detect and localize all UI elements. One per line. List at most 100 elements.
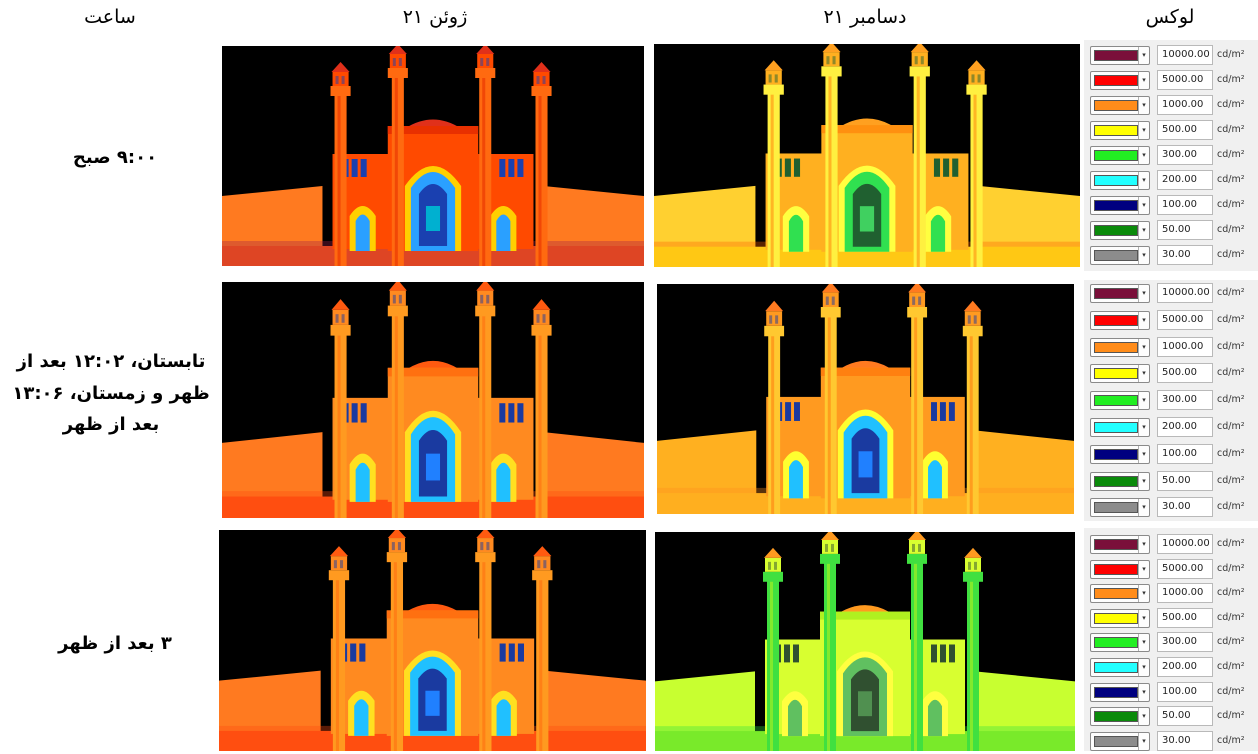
luminance-value-input[interactable]: 300.00	[1157, 390, 1213, 410]
render-december-9am	[654, 44, 1080, 267]
luminance-value-input[interactable]: 5000.00	[1157, 310, 1213, 330]
luminance-value-input[interactable]: 10000.00	[1157, 45, 1213, 65]
luminance-value-input[interactable]: 30.00	[1157, 497, 1213, 517]
color-picker-dropdown[interactable]: ▾	[1090, 683, 1150, 702]
luminance-value-input[interactable]: 300.00	[1157, 632, 1213, 652]
legend-row: ▾ 5000.00 cd/m²	[1084, 69, 1258, 93]
dropdown-arrow-icon[interactable]: ▾	[1138, 392, 1149, 409]
luminance-value-input[interactable]: 10000.00	[1157, 283, 1213, 303]
color-swatch	[1094, 200, 1138, 211]
legend-row: ▾ 30.00 cd/m²	[1084, 496, 1258, 520]
color-picker-dropdown[interactable]: ▾	[1090, 364, 1150, 383]
dropdown-arrow-icon[interactable]: ▾	[1138, 561, 1149, 578]
dropdown-arrow-icon[interactable]: ▾	[1138, 419, 1149, 436]
legend-row: ▾ 200.00 cd/m²	[1084, 656, 1258, 680]
color-picker-dropdown[interactable]: ▾	[1090, 535, 1150, 554]
luminance-value-input[interactable]: 10000.00	[1157, 534, 1213, 554]
dropdown-arrow-icon[interactable]: ▾	[1138, 610, 1149, 627]
color-swatch	[1094, 250, 1138, 261]
color-picker-dropdown[interactable]: ▾	[1090, 221, 1150, 240]
dropdown-arrow-icon[interactable]: ▾	[1138, 312, 1149, 329]
color-swatch	[1094, 422, 1138, 433]
color-picker-dropdown[interactable]: ▾	[1090, 146, 1150, 165]
luminance-value-input[interactable]: 300.00	[1157, 145, 1213, 165]
legend-row: ▾ 1000.00 cd/m²	[1084, 336, 1258, 360]
dropdown-arrow-icon[interactable]: ▾	[1138, 47, 1149, 64]
dropdown-arrow-icon[interactable]: ▾	[1138, 339, 1149, 356]
dropdown-arrow-icon[interactable]: ▾	[1138, 97, 1149, 114]
dropdown-arrow-icon[interactable]: ▾	[1138, 446, 1149, 463]
color-picker-dropdown[interactable]: ▾	[1090, 658, 1150, 677]
dropdown-arrow-icon[interactable]: ▾	[1138, 659, 1149, 676]
dropdown-arrow-icon[interactable]: ▾	[1138, 222, 1149, 239]
color-swatch	[1094, 613, 1138, 624]
dropdown-arrow-icon[interactable]: ▾	[1138, 733, 1149, 750]
dropdown-arrow-icon[interactable]: ▾	[1138, 684, 1149, 701]
luminance-value-input[interactable]: 1000.00	[1157, 337, 1213, 357]
unit-label: cd/m²	[1217, 174, 1245, 185]
dropdown-arrow-icon[interactable]: ▾	[1138, 172, 1149, 189]
color-picker-dropdown[interactable]: ▾	[1090, 46, 1150, 65]
legend-row: ▾ 100.00 cd/m²	[1084, 681, 1258, 705]
dropdown-arrow-icon[interactable]: ▾	[1138, 499, 1149, 516]
color-picker-dropdown[interactable]: ▾	[1090, 284, 1150, 303]
dropdown-arrow-icon[interactable]: ▾	[1138, 147, 1149, 164]
dropdown-arrow-icon[interactable]: ▾	[1138, 247, 1149, 264]
luminance-value-input[interactable]: 200.00	[1157, 170, 1213, 190]
luminance-value-input[interactable]: 30.00	[1157, 245, 1213, 265]
luminance-render-image	[657, 284, 1074, 514]
dropdown-arrow-icon[interactable]: ▾	[1138, 197, 1149, 214]
dropdown-arrow-icon[interactable]: ▾	[1138, 285, 1149, 302]
luminance-render-image	[655, 532, 1075, 751]
color-picker-dropdown[interactable]: ▾	[1090, 445, 1150, 464]
color-picker-dropdown[interactable]: ▾	[1090, 418, 1150, 437]
color-picker-dropdown[interactable]: ▾	[1090, 732, 1150, 751]
color-picker-dropdown[interactable]: ▾	[1090, 246, 1150, 265]
dropdown-arrow-icon[interactable]: ▾	[1138, 473, 1149, 490]
color-picker-dropdown[interactable]: ▾	[1090, 311, 1150, 330]
legend-row: ▾ 50.00 cd/m²	[1084, 219, 1258, 243]
color-picker-dropdown[interactable]: ▾	[1090, 707, 1150, 726]
color-picker-dropdown[interactable]: ▾	[1090, 338, 1150, 357]
luminance-value-input[interactable]: 100.00	[1157, 444, 1213, 464]
legend-row: ▾ 300.00 cd/m²	[1084, 144, 1258, 168]
luminance-value-input[interactable]: 50.00	[1157, 220, 1213, 240]
color-picker-dropdown[interactable]: ▾	[1090, 584, 1150, 603]
dropdown-arrow-icon[interactable]: ▾	[1138, 122, 1149, 139]
luminance-value-input[interactable]: 1000.00	[1157, 95, 1213, 115]
luminance-value-input[interactable]: 500.00	[1157, 608, 1213, 628]
color-picker-dropdown[interactable]: ▾	[1090, 560, 1150, 579]
luminance-value-input[interactable]: 200.00	[1157, 657, 1213, 677]
header-june-21: ۲۱ ژوئن	[380, 6, 490, 28]
color-picker-dropdown[interactable]: ▾	[1090, 472, 1150, 491]
luminance-value-input[interactable]: 500.00	[1157, 120, 1213, 140]
luminance-value-input[interactable]: 50.00	[1157, 471, 1213, 491]
luminance-value-input[interactable]: 500.00	[1157, 363, 1213, 383]
color-picker-dropdown[interactable]: ▾	[1090, 609, 1150, 628]
color-picker-dropdown[interactable]: ▾	[1090, 391, 1150, 410]
luminance-value-input[interactable]: 5000.00	[1157, 70, 1213, 90]
color-swatch	[1094, 736, 1138, 747]
luminance-value-input[interactable]: 100.00	[1157, 682, 1213, 702]
luminance-value-input[interactable]: 100.00	[1157, 195, 1213, 215]
luminance-value-input[interactable]: 30.00	[1157, 731, 1213, 751]
luminance-value-input[interactable]: 50.00	[1157, 706, 1213, 726]
dropdown-arrow-icon[interactable]: ▾	[1138, 634, 1149, 651]
color-picker-dropdown[interactable]: ▾	[1090, 171, 1150, 190]
dropdown-arrow-icon[interactable]: ▾	[1138, 72, 1149, 89]
color-picker-dropdown[interactable]: ▾	[1090, 71, 1150, 90]
dropdown-arrow-icon[interactable]: ▾	[1138, 585, 1149, 602]
dropdown-arrow-icon[interactable]: ▾	[1138, 365, 1149, 382]
color-picker-dropdown[interactable]: ▾	[1090, 633, 1150, 652]
luminance-value-input[interactable]: 200.00	[1157, 417, 1213, 437]
color-picker-dropdown[interactable]: ▾	[1090, 121, 1150, 140]
luminance-value-input[interactable]: 1000.00	[1157, 583, 1213, 603]
luminance-value-input[interactable]: 5000.00	[1157, 559, 1213, 579]
dropdown-arrow-icon[interactable]: ▾	[1138, 708, 1149, 725]
unit-label: cd/m²	[1217, 563, 1245, 574]
color-picker-dropdown[interactable]: ▾	[1090, 498, 1150, 517]
color-picker-dropdown[interactable]: ▾	[1090, 196, 1150, 215]
color-picker-dropdown[interactable]: ▾	[1090, 96, 1150, 115]
luminance-render-image	[222, 282, 644, 518]
dropdown-arrow-icon[interactable]: ▾	[1138, 536, 1149, 553]
